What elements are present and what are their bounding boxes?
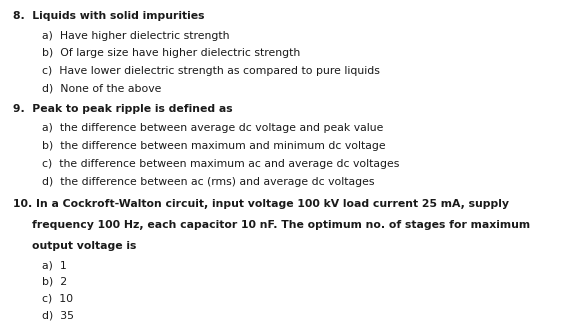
- Text: d)  None of the above: d) None of the above: [42, 84, 162, 94]
- Text: b)  the difference between maximum and minimum dc voltage: b) the difference between maximum and mi…: [42, 141, 385, 151]
- Text: 9.  Peak to peak ripple is defined as: 9. Peak to peak ripple is defined as: [13, 104, 233, 114]
- Text: frequency 100 Hz, each capacitor 10 nF. The optimum no. of stages for maximum: frequency 100 Hz, each capacitor 10 nF. …: [32, 220, 530, 230]
- Text: a)  the difference between average dc voltage and peak value: a) the difference between average dc vol…: [42, 123, 383, 133]
- Text: d)  the difference between ac (rms) and average dc voltages: d) the difference between ac (rms) and a…: [42, 177, 374, 187]
- Text: output voltage is: output voltage is: [32, 241, 136, 251]
- Text: c)  Have lower dielectric strength as compared to pure liquids: c) Have lower dielectric strength as com…: [42, 66, 380, 76]
- Text: b)  2: b) 2: [42, 277, 67, 287]
- Text: a)  Have higher dielectric strength: a) Have higher dielectric strength: [42, 31, 230, 41]
- Text: b)  Of large size have higher dielectric strength: b) Of large size have higher dielectric …: [42, 48, 300, 58]
- Text: a)  1: a) 1: [42, 260, 67, 270]
- Text: d)  35: d) 35: [42, 311, 74, 321]
- Text: 10. In a Cockroft-Walton circuit, input voltage 100 kV load current 25 mA, suppl: 10. In a Cockroft-Walton circuit, input …: [13, 199, 509, 209]
- Text: c)  the difference between maximum ac and average dc voltages: c) the difference between maximum ac and…: [42, 159, 399, 169]
- Text: 8.  Liquids with solid impurities: 8. Liquids with solid impurities: [13, 11, 204, 21]
- Text: c)  10: c) 10: [42, 294, 73, 304]
